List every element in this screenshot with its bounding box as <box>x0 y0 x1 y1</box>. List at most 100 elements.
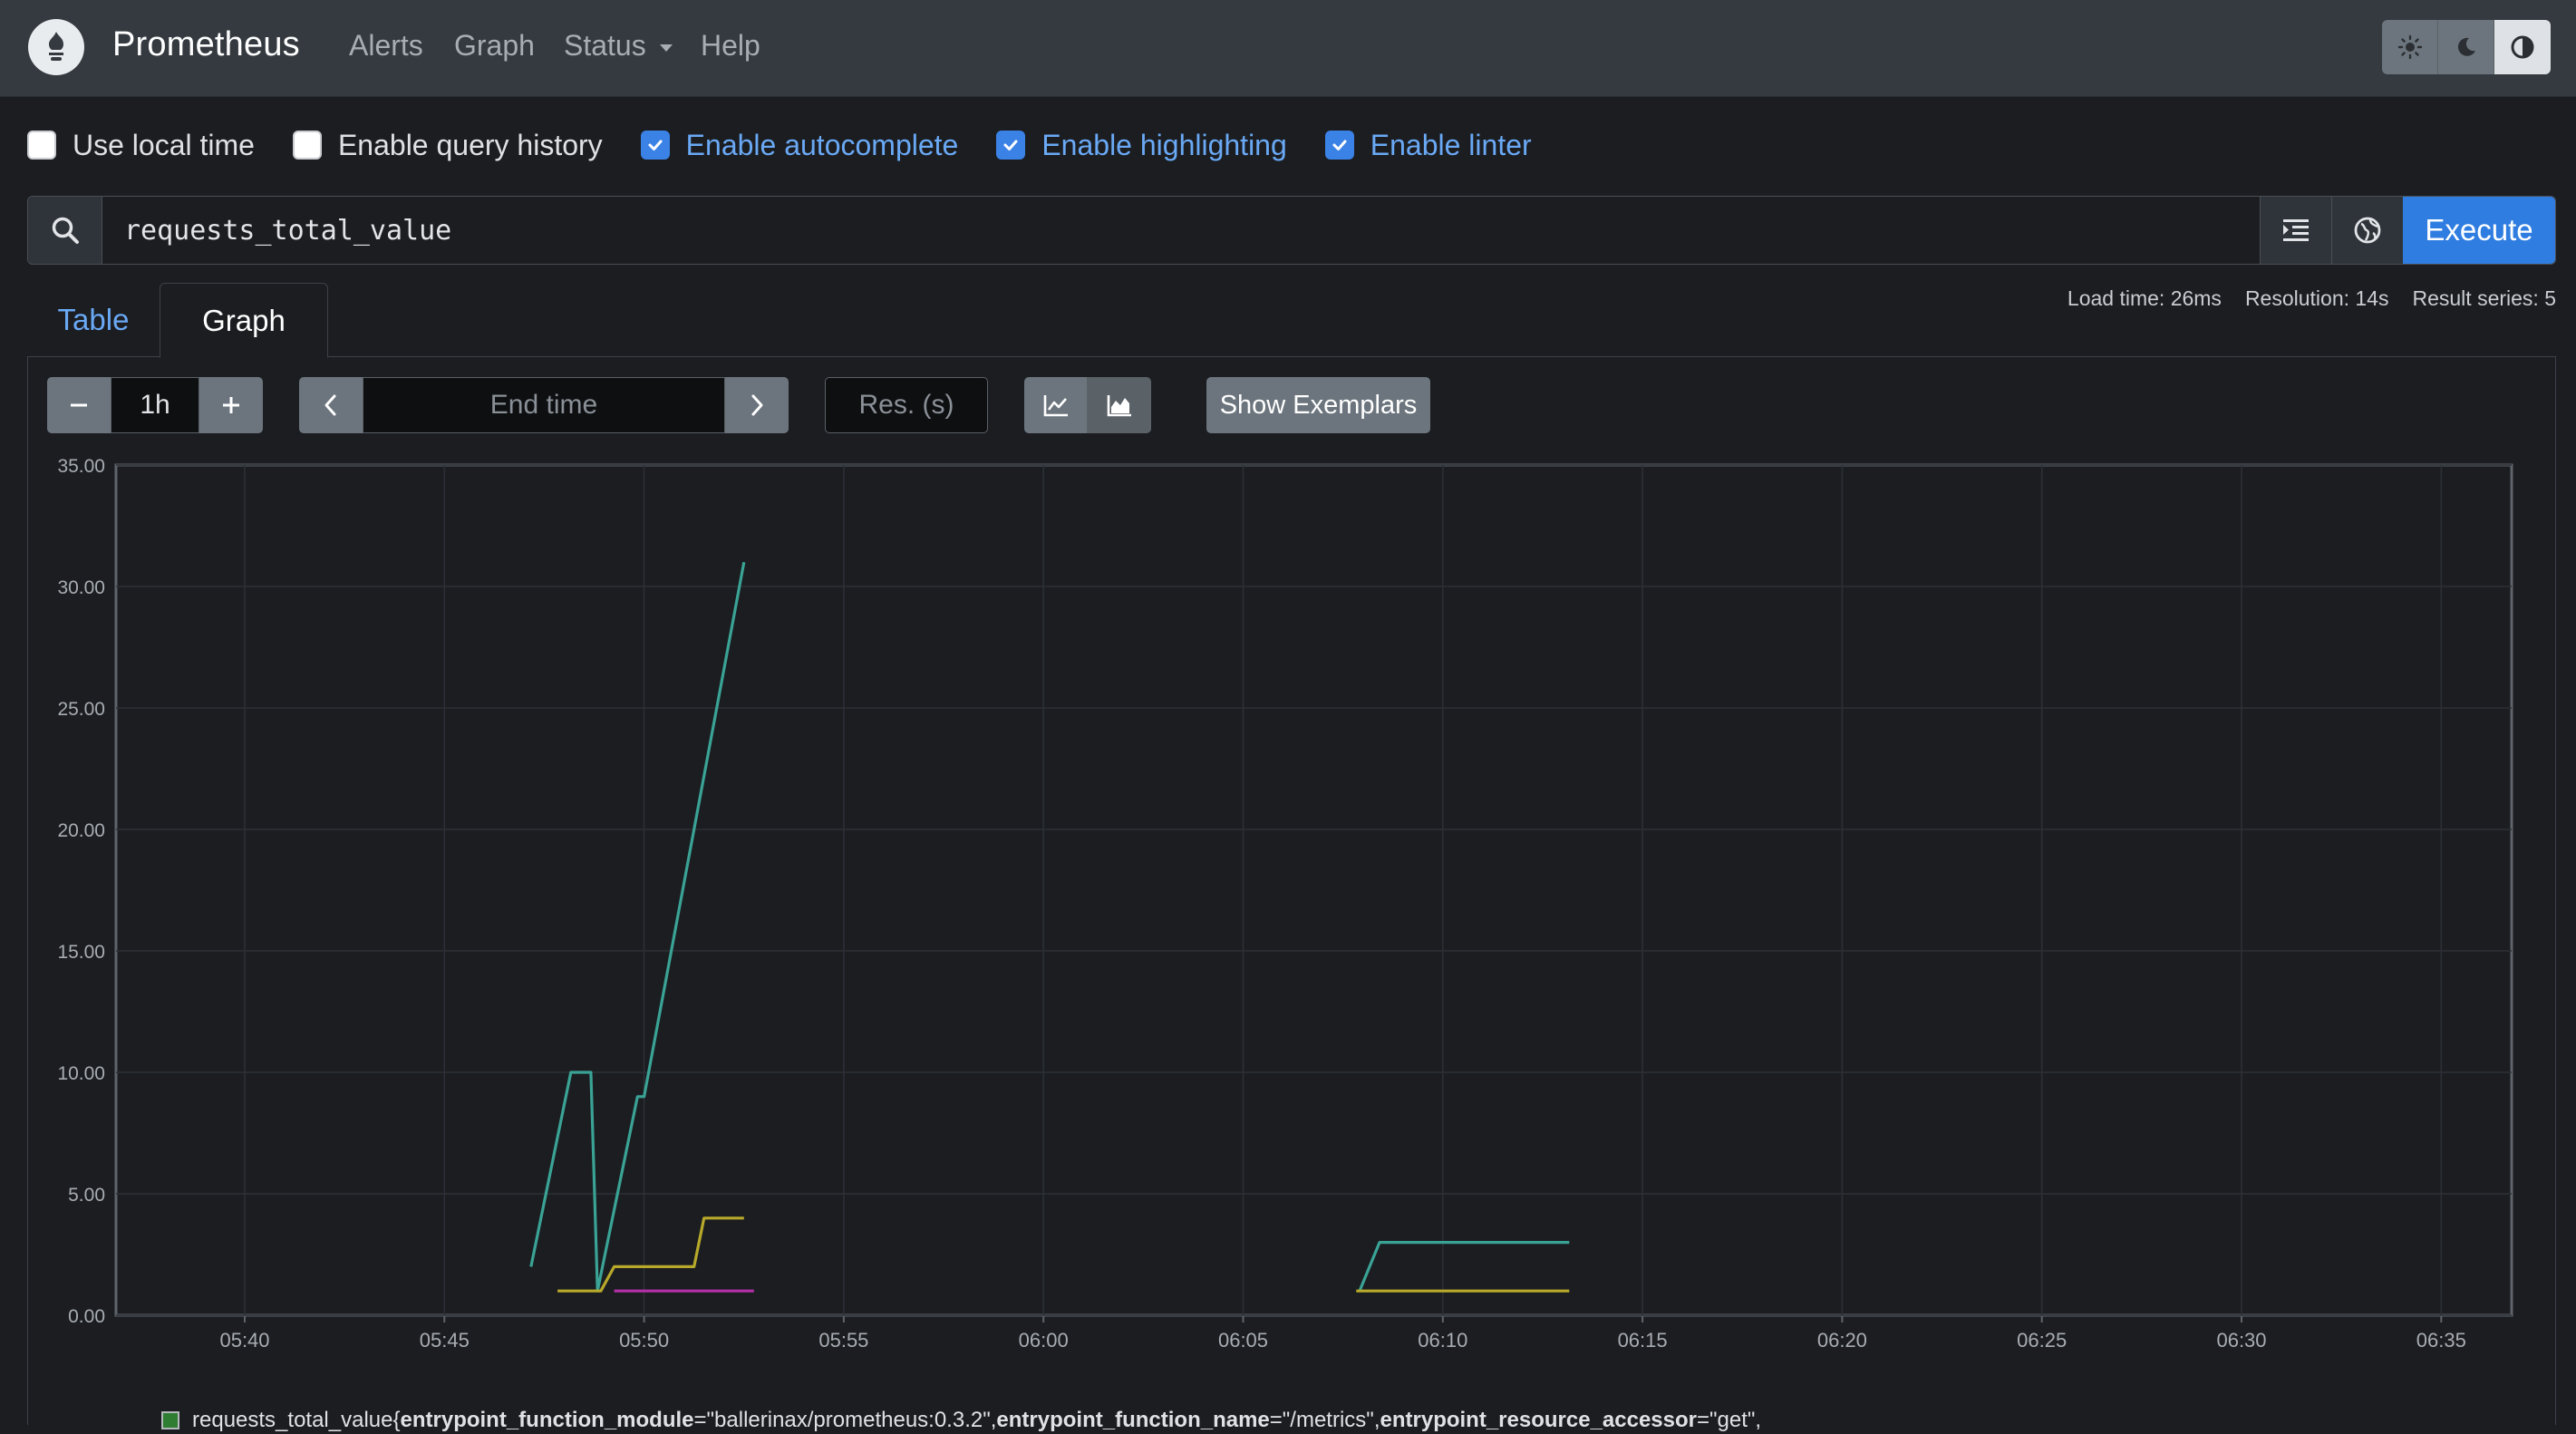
minus-icon <box>71 403 87 407</box>
load-time: Load time: 26ms <box>2067 286 2222 310</box>
x-tick-label: 05:55 <box>818 1329 868 1352</box>
check-icon <box>1003 140 1018 150</box>
end-time-input[interactable] <box>363 377 725 433</box>
range-input[interactable] <box>111 377 199 433</box>
y-tick-label: 30.00 <box>57 577 105 598</box>
x-tick-label: 06:35 <box>2416 1329 2466 1352</box>
query-history-checkbox[interactable] <box>292 131 322 160</box>
linter-checkbox[interactable] <box>1324 131 1354 160</box>
query-options: Use local time Enable query history Enab… <box>27 127 1570 163</box>
navbar: Prometheus Alerts Graph Status Help <box>0 0 2576 97</box>
moon-icon <box>2457 37 2475 56</box>
x-tick-label: 05:40 <box>219 1329 269 1352</box>
legend-entry[interactable]: requests_total_value{ entrypoint_functio… <box>161 1407 1761 1434</box>
increase-range-button[interactable] <box>199 377 263 433</box>
nav-status-label: Status <box>564 29 646 62</box>
nav-alerts-link[interactable]: Alerts <box>349 29 423 62</box>
autocomplete-option[interactable]: Enable autocomplete <box>640 128 959 162</box>
series-2-line[interactable] <box>557 1216 744 1293</box>
nav-graph-link[interactable]: Graph <box>454 29 535 62</box>
tab-graph[interactable]: Graph <box>160 283 328 358</box>
query-bar: Execute <box>27 196 2556 265</box>
metrics-explorer-button[interactable] <box>2331 197 2403 264</box>
legend-label-key-3: entrypoint_resource_accessor <box>1380 1408 1698 1432</box>
previous-time-button[interactable] <box>299 377 363 433</box>
use-local-time-checkbox[interactable] <box>27 131 56 160</box>
legend-label-value-2: ="/metrics", <box>1269 1408 1380 1432</box>
sun-icon <box>2397 34 2422 60</box>
check-icon <box>1332 140 1347 150</box>
query-stats: Load time: 26ms Resolution: 14s Result s… <box>2044 286 2556 311</box>
series-1-line[interactable] <box>1358 1240 1570 1292</box>
x-tick-label: 05:45 <box>420 1329 470 1352</box>
line-chart-icon <box>1043 395 1068 417</box>
check-icon <box>648 140 663 150</box>
decrease-range-button[interactable] <box>47 377 111 433</box>
legend-label-value-1: ="ballerinax/prometheus:0.3.2", <box>693 1408 997 1432</box>
legend-label-value-3: ="get", <box>1697 1408 1762 1432</box>
linter-option[interactable]: Enable linter <box>1324 128 1532 162</box>
query-expression-input[interactable] <box>102 197 2260 264</box>
chevron-left-icon <box>324 394 336 416</box>
use-local-time-option[interactable]: Use local time <box>27 129 255 162</box>
query-history-label: Enable query history <box>337 128 603 161</box>
result-tabs: Table Graph <box>27 283 2556 358</box>
prometheus-logo-icon[interactable] <box>28 19 84 75</box>
search-icon <box>52 217 79 244</box>
resolution-input[interactable] <box>825 377 988 433</box>
legend-metric: requests_total_value{ <box>192 1408 401 1432</box>
indent-format-icon <box>2283 219 2309 241</box>
time-series-chart[interactable]: 05:40 05:45 05:50 05:55 06:00 06:05 06:10 06:15… <box>28 357 2557 1425</box>
y-tick-label: 10.00 <box>57 1063 105 1084</box>
half-circle-icon <box>2511 35 2534 59</box>
highlighting-checkbox[interactable] <box>996 131 1026 160</box>
autocomplete-checkbox[interactable] <box>640 131 670 160</box>
resolution: Resolution: 14s <box>2244 286 2389 310</box>
x-tick-label: 06:15 <box>1618 1329 1668 1352</box>
query-history-option[interactable]: Enable query history <box>292 128 603 162</box>
nav-status-dropdown[interactable]: Status <box>564 29 674 63</box>
y-tick-label: 20.00 <box>57 820 105 841</box>
theme-switcher <box>2382 20 2551 74</box>
autocomplete-label: Enable autocomplete <box>685 128 959 161</box>
legend-label-key-1: entrypoint_function_module <box>400 1408 694 1432</box>
brand-name[interactable]: Prometheus <box>112 25 300 63</box>
result-series: Result series: 5 <box>2412 286 2556 310</box>
plot-area <box>114 463 2513 1317</box>
x-tick-label: 06:25 <box>2017 1329 2067 1352</box>
next-time-button[interactable] <box>725 377 789 433</box>
show-exemplars-button[interactable]: Show Exemplars <box>1206 377 1430 433</box>
auto-theme-button[interactable] <box>2494 20 2551 74</box>
x-tick-label: 06:10 <box>1418 1329 1467 1352</box>
legend-label-key-2: entrypoint_function_name <box>996 1408 1270 1432</box>
globe-icon <box>2354 217 2381 244</box>
line-chart-button[interactable] <box>1024 377 1088 433</box>
execute-button[interactable]: Execute <box>2403 197 2555 264</box>
caret-down-icon <box>659 44 673 52</box>
area-chart-icon <box>1107 395 1131 417</box>
x-tick-label: 06:20 <box>1817 1329 1867 1352</box>
legend-swatch <box>161 1411 179 1429</box>
nav-help-link[interactable]: Help <box>701 29 760 62</box>
search-icon-wrapper <box>28 197 102 264</box>
y-tick-label: 15.00 <box>57 942 105 963</box>
format-expression-button[interactable] <box>2260 197 2331 264</box>
y-tick-label: 35.00 <box>57 456 105 477</box>
chevron-right-icon <box>751 394 763 416</box>
dark-theme-button[interactable] <box>2438 20 2494 74</box>
highlighting-option[interactable]: Enable highlighting <box>996 129 1287 162</box>
y-tick-label: 25.00 <box>57 699 105 720</box>
light-theme-button[interactable] <box>2382 20 2438 74</box>
x-tick-label: 05:50 <box>619 1329 669 1352</box>
use-local-time-label: Use local time <box>73 128 255 161</box>
y-tick-label: 5.00 <box>68 1185 105 1206</box>
linter-label: Enable linter <box>1370 128 1532 161</box>
plus-icon <box>223 397 239 413</box>
graph-panel: Show Exemplars 05:40 05:45 05:50 05:55 06:00… <box>27 357 2556 1425</box>
x-tick-label: 06:05 <box>1218 1329 1268 1352</box>
x-tick-label: 06:30 <box>2216 1329 2266 1352</box>
x-tick-label: 06:00 <box>1019 1329 1069 1352</box>
y-tick-label: 0.00 <box>68 1306 105 1327</box>
stacked-chart-button[interactable] <box>1088 377 1151 433</box>
tab-table[interactable]: Table <box>57 303 130 336</box>
